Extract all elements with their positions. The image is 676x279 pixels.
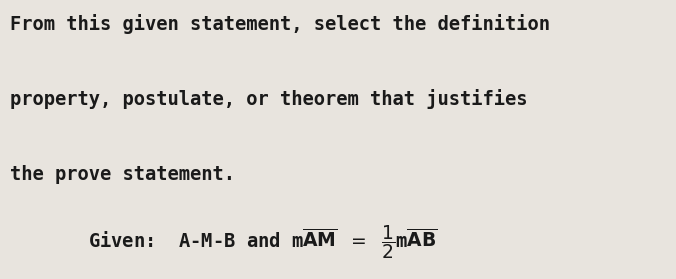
Text: From this given statement, select the definition: From this given statement, select the de… bbox=[10, 14, 550, 34]
Text: Given:  A-M-B and m$\overline{\mathbf{AM}}$ $=$ $\dfrac{1}{2}$m$\overline{\mathb: Given: A-M-B and m$\overline{\mathbf{AM}… bbox=[88, 223, 437, 261]
Text: property, postulate, or theorem that justifies: property, postulate, or theorem that jus… bbox=[10, 89, 528, 109]
Text: the prove statement.: the prove statement. bbox=[10, 165, 235, 184]
